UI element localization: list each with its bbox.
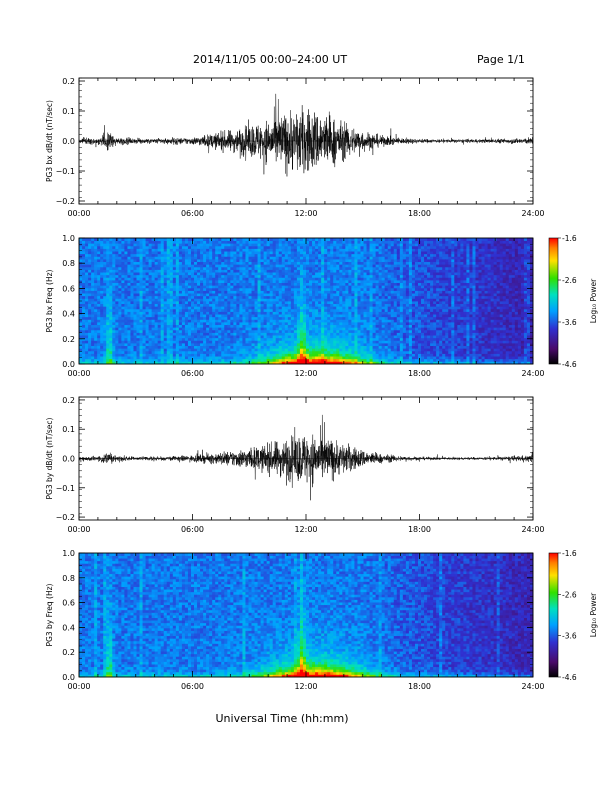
y-tick-label: 1.0 (62, 549, 75, 558)
colorbar-tick-label: -4.6 (562, 673, 577, 682)
y-tick-label: 0.1 (62, 425, 75, 434)
y-tick-label: −0.1 (56, 484, 75, 493)
colorbar-tick-label: -1.6 (562, 234, 577, 243)
x-tick-label: 18:00 (408, 525, 431, 534)
x-tick-label: 18:00 (408, 369, 431, 378)
colorbar-tick-label: -2.6 (562, 276, 577, 285)
y-tick-label: 0.6 (62, 284, 75, 293)
y-tick-label: 0.0 (62, 673, 75, 682)
y-tick-label: 0.4 (62, 310, 75, 319)
y-tick-label: 0.2 (62, 77, 75, 86)
panel-bx-dbdt: 00:00 06:00 12:00 18:00 24:00 −0.2 −0.1 0.0 0.1 0… (45, 77, 545, 218)
x-tick-label: 12:00 (294, 682, 317, 691)
colorbar (548, 552, 559, 678)
x-tick-label: 24:00 (521, 682, 544, 691)
spectrogram-cells (79, 553, 534, 678)
colorbar-title: Log₁₀ Power (589, 278, 598, 323)
x-tick-label: 24:00 (521, 525, 544, 534)
x-tick-label: 18:00 (408, 209, 431, 218)
y-tick-label: 0.6 (62, 599, 75, 608)
x-tick-label: 00:00 (67, 209, 90, 218)
x-tick-label: 00:00 (67, 525, 90, 534)
colorbar (548, 237, 559, 365)
colorbar-tick-label: -2.6 (562, 590, 577, 599)
y-tick-label: 0.0 (62, 360, 75, 369)
y-axis-title: PG3 by dB/dt (nT/sec) (45, 417, 54, 499)
y-tick-label: 0.4 (62, 623, 75, 632)
date-range-title: 2014/11/05 00:00–24:00 UT (193, 53, 348, 66)
x-tick-label: 06:00 (181, 369, 204, 378)
x-tick-label: 12:00 (294, 525, 317, 534)
y-tick-label: −0.2 (56, 197, 75, 206)
panel-bx-spectrogram: 00:00 06:00 12:00 18:00 24:00 0.0 0.2 0.4 0.6 0.8… (45, 234, 598, 378)
signal-trace (78, 414, 534, 501)
panel-by-dbdt: 00:00 06:00 12:00 18:00 24:00 −0.2 −0.1 0.0 0.1 0… (45, 396, 545, 534)
x-tick-label: 18:00 (408, 682, 431, 691)
x-tick-label: 12:00 (294, 209, 317, 218)
y-tick-label: 0.0 (62, 455, 75, 464)
y-tick-label: −0.2 (56, 513, 75, 522)
x-tick-label: 00:00 (67, 369, 90, 378)
y-axis-title: PG3 by Freq (Hz) (45, 583, 54, 646)
y-tick-label: 0.2 (62, 335, 75, 344)
x-axis-title: Universal Time (hh:mm) (216, 712, 349, 725)
x-tick-label: 06:00 (181, 682, 204, 691)
y-axis-title: PG3 bx Freq (Hz) (45, 269, 54, 332)
y-tick-label: 0.0 (62, 137, 75, 146)
y-axis-title: PG3 bx dB/dt (nT/sec) (45, 100, 54, 182)
y-tick-label: −0.1 (56, 167, 75, 176)
page-number: Page 1/1 (477, 53, 525, 66)
signal-trace (78, 93, 534, 177)
y-tick-label: 0.2 (62, 396, 75, 405)
y-tick-label: 0.1 (62, 107, 75, 116)
x-tick-label: 12:00 (294, 369, 317, 378)
spectrogram-cells (79, 238, 534, 365)
colorbar-tick-label: -1.6 (562, 549, 577, 558)
x-tick-label: 00:00 (67, 682, 90, 691)
y-tick-label: 0.8 (62, 574, 75, 583)
x-tick-label: 06:00 (181, 525, 204, 534)
y-tick-label: 0.8 (62, 259, 75, 268)
x-tick-label: 24:00 (521, 369, 544, 378)
colorbar-tick-label: -3.6 (562, 632, 577, 641)
panel-by-spectrogram: 00:00 06:00 12:00 18:00 24:00 0.0 0.2 0.4 0.6 0.8… (45, 549, 598, 691)
colorbar-title: Log₁₀ Power (589, 592, 598, 637)
y-tick-label: 1.0 (62, 234, 75, 243)
colorbar-tick-label: -3.6 (562, 318, 577, 327)
y-tick-label: 0.2 (62, 648, 75, 657)
x-tick-label: 06:00 (181, 209, 204, 218)
x-tick-label: 24:00 (521, 209, 544, 218)
colorbar-tick-label: -4.6 (562, 360, 577, 369)
